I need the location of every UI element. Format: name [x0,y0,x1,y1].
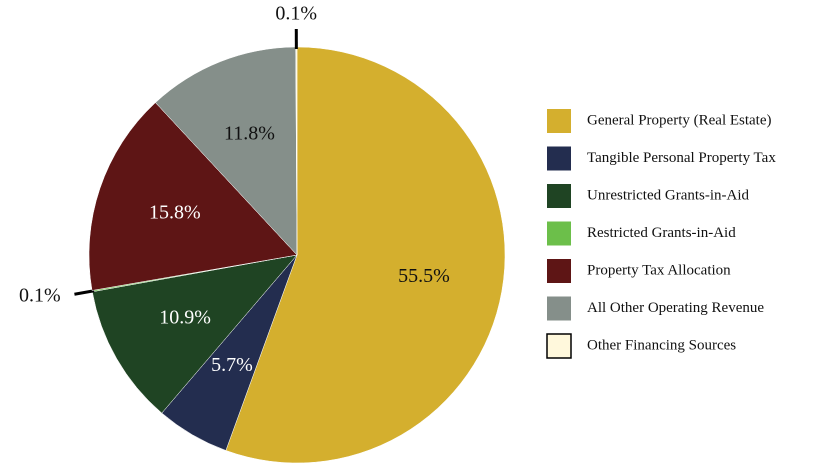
leader-line [74,289,95,296]
slice-label: 11.8% [224,123,275,145]
pie-slice [155,46,298,256]
slice-label: 10.9% [159,307,211,329]
legend-label: Property Tax Allocation [587,262,731,278]
slice-label: 15.8% [149,201,201,223]
legend-label: All Other Operating Revenue [587,300,764,316]
legend-swatch [547,296,571,321]
pie-slice [225,46,506,464]
slice-label: 5.7% [211,354,253,376]
legend-swatch [547,221,571,246]
legend-swatch [546,333,572,359]
legend-swatch [547,259,571,283]
legend-label: General Property (Real Estate) [587,112,772,128]
legend-swatch [547,109,571,133]
pie-slice [91,254,298,414]
pie-slice [88,102,298,291]
slice-label: 55.5% [398,265,450,287]
legend-label: Tangible Personal Property Tax [587,150,776,166]
legend-label: Other Financing Sources [587,337,736,353]
legend-swatch [547,146,571,171]
legend-label: Unrestricted Grants-in-Aid [587,187,750,203]
legend-label: Restricted Grants-in-Aid [587,225,736,241]
legend-swatch [547,184,571,208]
slice-label: 0.1% [19,284,61,306]
slice-label: 0.1% [275,3,317,25]
